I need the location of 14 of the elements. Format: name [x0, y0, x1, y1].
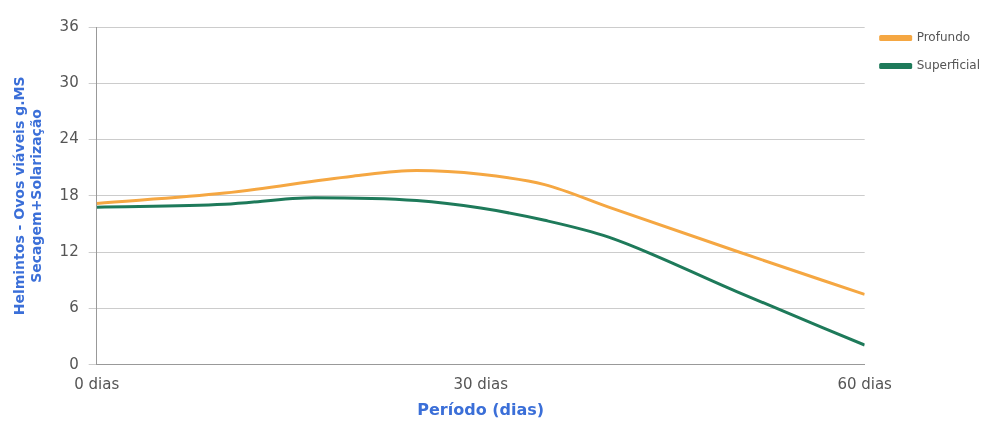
x-tick-label: 30 dias	[453, 374, 509, 393]
y-tick-label: 6	[69, 298, 79, 317]
y-tick-label: 24	[59, 129, 79, 148]
y-tick-label: 12	[59, 242, 79, 261]
y-tick-label: 0	[69, 354, 79, 373]
x-axis-title: Período (dias)	[417, 399, 545, 419]
x-tick-label: 0 dias	[74, 374, 120, 393]
legend-label: Profundo	[916, 30, 971, 45]
y-tick-label: 36	[59, 16, 79, 35]
y-tick-label: 18	[59, 185, 79, 204]
legend-label: Superficial	[916, 58, 981, 73]
x-tick-label: 60 dias	[837, 374, 893, 393]
y-tick-label: 30	[59, 73, 79, 92]
y-axis-title: Helmintos - Ovos viáveis g.MS Secagem+Solarização	[11, 76, 44, 316]
